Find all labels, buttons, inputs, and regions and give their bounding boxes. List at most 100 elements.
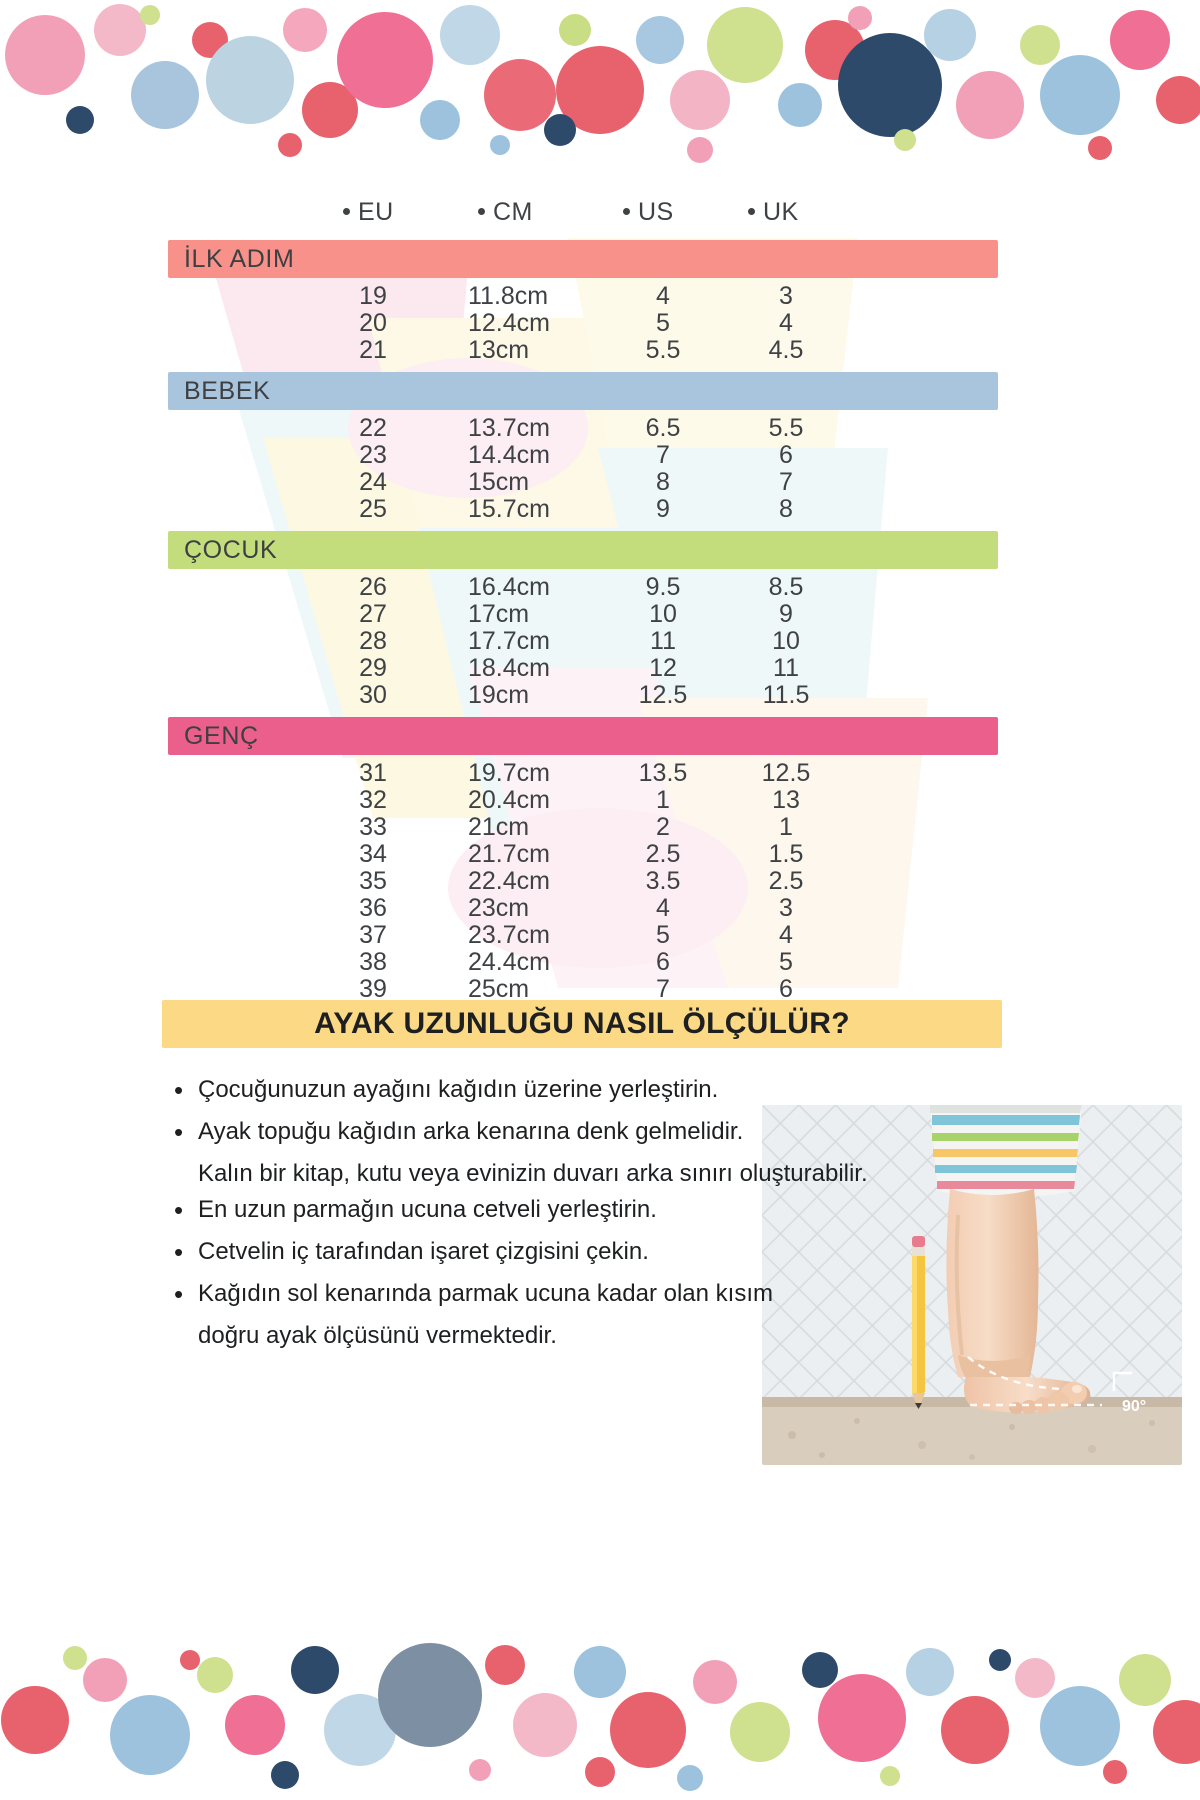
list-item: • Çocuğunuzun ayağını kağıdın üzerine ye… [168,1072,868,1108]
foot-measurement-photo: 90° [762,1105,1182,1465]
instruction-text: Ayak topuğu kağıdın arka kenarına denk g… [198,1118,744,1145]
table-column-headers: EU CM US UK [168,198,998,240]
cell-us: 10 [649,600,677,628]
cell-eu: 39 [359,975,387,1003]
cell-eu: 21 [359,336,387,364]
column-header-cm: CM [478,198,533,227]
section-rows-genc: 31 19.7cm 13.5 12.5 32 20.4cm 1 13 33 21… [168,755,998,1011]
column-header-eu: EU [343,198,394,227]
cell-us: 5.5 [645,336,681,364]
cell-uk: 5 [779,948,793,976]
bullet-icon: • [174,1117,184,1147]
cell-uk: 6 [779,441,793,469]
column-header-eu-label: EU [358,198,394,226]
table-row: 19 11.8cm 4 3 [168,283,998,310]
cell-us: 13.5 [638,759,688,787]
cell-uk: 10 [772,627,800,655]
table-row: 27 17cm 10 9 [168,601,998,628]
cell-eu: 38 [359,948,387,976]
cell-cm: 23.7cm [468,921,550,949]
cell-uk: 1 [779,813,793,841]
table-row: 32 20.4cm 1 13 [168,787,998,814]
angle-label: 90° [1122,1398,1146,1415]
column-header-cm-label: CM [493,198,533,226]
instruction-text: Kağıdın sol kenarında parmak ucuna kadar… [198,1280,773,1307]
table-row: 30 19cm 12.5 11.5 [168,682,998,709]
cell-cm: 15cm [468,468,530,496]
cell-uk: 6 [779,975,793,1003]
list-item: • Ayak topuğu kağıdın arka kenarına denk… [168,1114,868,1150]
cell-cm: 11.8cm [468,282,549,310]
section-band-bebek: BEBEK [168,372,998,410]
section-band-cocuk: ÇOCUK [168,531,998,569]
bullet-icon: • [174,1075,184,1105]
cell-us: 7 [656,975,670,1003]
cell-eu: 34 [359,840,387,868]
instruction-text-continuation: doğru ayak ölçüsünü vermektedir. [198,1322,557,1349]
cell-cm: 23cm [468,894,530,922]
column-header-us-label: US [638,198,674,226]
cell-us: 4 [656,894,670,922]
table-row: 36 23cm 4 3 [168,895,998,922]
cell-uk: 11 [773,654,799,682]
cell-us: 1 [656,786,670,814]
cell-uk: 4 [779,921,793,949]
cell-us: 2 [656,813,670,841]
cell-eu: 20 [359,309,387,337]
cell-uk: 1.5 [768,840,804,868]
table-row: 25 15.7cm 9 8 [168,496,998,523]
cell-eu: 37 [359,921,387,949]
section-label-genc: GENÇ [184,721,259,750]
column-header-uk-label: UK [763,198,799,226]
cell-cm: 19.7cm [468,759,550,787]
cell-uk: 3 [779,282,793,310]
cell-cm: 13cm [468,336,530,364]
cell-uk: 8 [779,495,793,523]
cell-uk: 3 [779,894,793,922]
table-row: 38 24.4cm 6 5 [168,949,998,976]
table-row: 35 22.4cm 3.5 2.5 [168,868,998,895]
cell-us: 2.5 [645,840,681,868]
cell-cm: 13.7cm [468,414,550,442]
bullet-dot-icon [623,207,630,215]
instruction-text: Çocuğunuzun ayağını kağıdın üzerine yerl… [198,1076,719,1103]
cell-uk: 12.5 [761,759,811,787]
section-label-cocuk: ÇOCUK [184,535,278,564]
cell-us: 12.5 [638,681,688,709]
instruction-text: En uzun parmağın ucuna cetveli yerleştir… [198,1196,657,1223]
cell-uk: 4.5 [768,336,804,364]
table-row: 31 19.7cm 13.5 12.5 [168,760,998,787]
section-rows-bebek: 22 13.7cm 6.5 5.5 23 14.4cm 7 6 24 15cm … [168,410,998,531]
cell-eu: 19 [359,282,387,310]
table-row: 29 18.4cm 12 11 [168,655,998,682]
cell-eu: 23 [359,441,387,469]
instructions-list: • Çocuğunuzun ayağını kağıdın üzerine ye… [168,1072,868,1354]
section-rows-ilk-adim: 19 11.8cm 4 3 20 12.4cm 5 4 21 13cm 5.5 … [168,278,998,372]
cell-cm: 14.4cm [468,441,550,469]
bullet-icon: • [174,1195,184,1225]
cell-uk: 8.5 [768,573,804,601]
cell-us: 11 [650,627,676,655]
cell-us: 4 [656,282,670,310]
cell-eu: 32 [359,786,387,814]
bullet-dot-icon [478,207,485,215]
cell-cm: 17.7cm [468,627,550,655]
cell-uk: 4 [779,309,793,337]
section-rows-cocuk: 26 16.4cm 9.5 8.5 27 17cm 10 9 28 17.7cm… [168,569,998,717]
section-band-genc: GENÇ [168,717,998,755]
section-band-ilk-adim: İLK ADIM [168,240,998,278]
cell-eu: 25 [359,495,387,523]
cell-us: 6.5 [645,414,681,442]
cell-eu: 31 [359,759,387,787]
cell-eu: 22 [359,414,387,442]
cell-cm: 19cm [468,681,530,709]
confetti-border-top [0,0,1200,200]
bullet-dot-icon [343,207,350,215]
instruction-text: Cetvelin iç tarafından işaret çizgisini … [198,1238,649,1265]
cell-eu: 28 [359,627,387,655]
cell-eu: 29 [359,654,387,682]
cell-cm: 18.4cm [468,654,550,682]
instruction-text-continuation: Kalın bir kitap, kutu veya evinizin duva… [198,1160,868,1187]
bullet-icon: • [174,1237,184,1267]
table-row: 37 23.7cm 5 4 [168,922,998,949]
